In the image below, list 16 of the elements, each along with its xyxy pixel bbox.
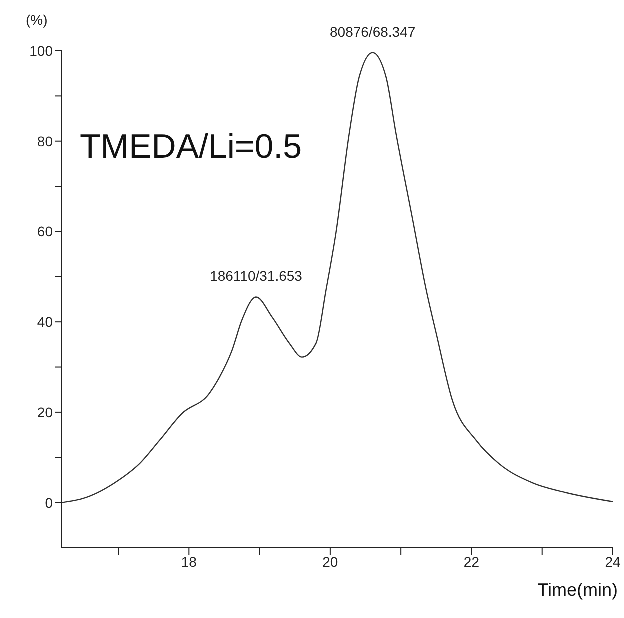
y-axis-title: (%)	[26, 12, 48, 28]
line-series	[62, 52, 613, 504]
annotation: 80876/68.347	[330, 24, 416, 40]
y-tick-label: 60	[37, 224, 54, 240]
x-tick-label: 22	[464, 554, 480, 570]
y-tick-label: 20	[37, 404, 54, 420]
annotation: 186110/31.653	[210, 268, 303, 284]
annotation: TMEDA/Li=0.5	[80, 128, 302, 167]
x-tick-label: 18	[181, 554, 198, 570]
x-tick-label: 20	[322, 554, 338, 570]
y-tick-label: 0	[45, 494, 54, 511]
y-tick-label: 40	[37, 314, 54, 330]
y-tick-label: 80	[37, 133, 54, 150]
x-tick-label: 24	[605, 554, 621, 570]
y-tick-label: 100	[30, 42, 54, 59]
x-axis-title: Time(min)	[538, 580, 618, 601]
